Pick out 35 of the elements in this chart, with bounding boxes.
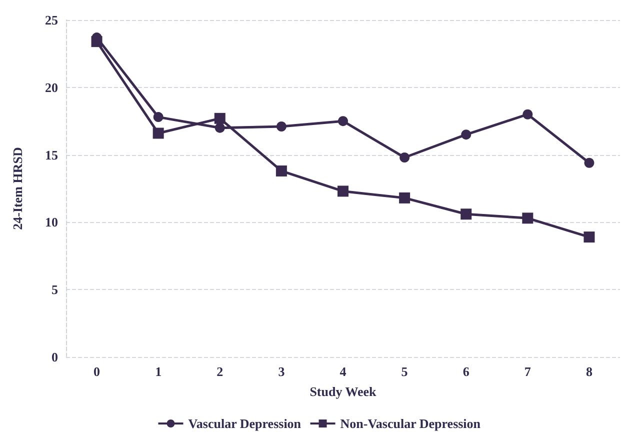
y-tick-label: 10	[45, 214, 58, 230]
y-tick-label: 25	[45, 12, 58, 28]
x-tick-label: 4	[340, 364, 347, 379]
point	[152, 128, 164, 139]
point	[338, 116, 348, 126]
point	[153, 112, 164, 122]
point	[276, 165, 287, 176]
y-tick-label: 15	[45, 147, 58, 162]
point	[584, 158, 594, 168]
x-tick-label: 6	[462, 364, 470, 379]
x-tick-label: 7	[524, 364, 532, 379]
x-tick-label: 0	[94, 364, 100, 379]
x-tick-label: 2	[216, 364, 224, 379]
point	[399, 192, 410, 204]
y-axis-title: 24-Item HRSD	[10, 147, 25, 230]
legend-label: Vascular Depression	[188, 416, 302, 431]
point	[460, 208, 472, 220]
legend-label: Non-Vascular Depression	[340, 416, 482, 431]
x-tick-label: 1	[155, 364, 162, 379]
x-axis-title: Study Week	[310, 384, 378, 399]
point	[522, 212, 534, 224]
point	[400, 152, 410, 162]
point	[461, 130, 472, 140]
point	[338, 186, 348, 197]
x-tick-label: 5	[401, 364, 408, 379]
point	[214, 112, 226, 124]
point	[276, 121, 286, 132]
x-tick-label: 3	[278, 364, 286, 379]
y-tick-label: 0	[52, 350, 58, 364]
y-tick-label: 5	[52, 282, 58, 298]
x-tick-label: 8	[586, 364, 593, 379]
point	[584, 232, 595, 243]
y-tick-label: 20	[45, 80, 58, 95]
point	[522, 109, 533, 120]
point	[214, 122, 225, 133]
